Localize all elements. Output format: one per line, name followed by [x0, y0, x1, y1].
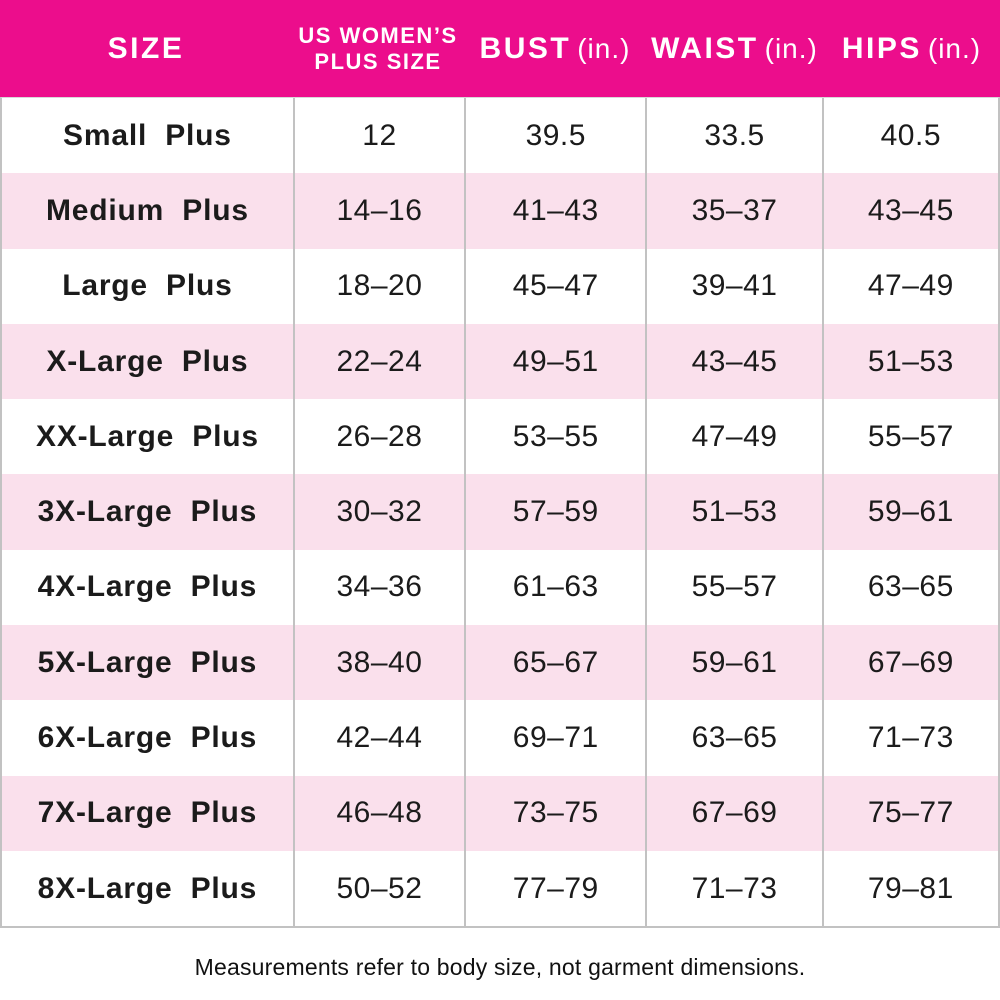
size-cell: 5X-Large Plus — [37, 645, 258, 679]
hips-header-label: HIPS — [841, 31, 922, 65]
table-row: X-Large Plus 22–24 49–51 43–45 51–53 — [2, 323, 998, 400]
bust-header-label: BUST — [479, 31, 572, 65]
plus-size-cell: 22–24 — [292, 323, 464, 400]
size-cell: Small Plus — [63, 118, 232, 152]
size-cell: 8X-Large Plus — [37, 871, 258, 905]
hips-cell: 67–69 — [821, 625, 998, 701]
size-header-label: SIZE — [107, 31, 185, 65]
hips-cell: 79–81 — [821, 850, 998, 927]
bust-cell: 41–43 — [464, 173, 645, 249]
column-header-hips: HIPS (in.) — [823, 33, 1000, 65]
waist-cell: 43–45 — [645, 323, 821, 400]
plus-size-cell: 12 — [292, 98, 464, 174]
plus-size-cell: 26–28 — [292, 399, 464, 475]
bust-cell: 61–63 — [464, 549, 645, 626]
waist-cell: 39–41 — [645, 248, 821, 324]
bust-cell: 53–55 — [464, 399, 645, 475]
size-cell: 7X-Large Plus — [37, 796, 258, 830]
table-row: 6X-Large Plus 42–44 69–71 63–65 71–73 — [2, 700, 998, 776]
plus-size-cell: 18–20 — [292, 248, 464, 324]
hips-cell: 59–61 — [821, 474, 998, 550]
bust-cell: 49–51 — [464, 323, 645, 400]
size-cell: 4X-Large Plus — [37, 570, 258, 604]
bust-header-unit: (in.) — [577, 32, 631, 64]
column-header-plus-size: US WOMEN’S PLUS SIZE — [292, 23, 464, 75]
plus-size-cell: 46–48 — [292, 775, 464, 851]
waist-cell: 51–53 — [645, 474, 821, 550]
plus-size-cell: 50–52 — [292, 850, 464, 927]
table-header-row: SIZE US WOMEN’S PLUS SIZE BUST (in.) WAIS… — [0, 0, 1000, 97]
hips-cell: 51–53 — [821, 323, 998, 400]
bust-cell: 39.5 — [464, 98, 645, 174]
bust-cell: 73–75 — [464, 775, 645, 851]
plus-size-header-line1: US WOMEN’S — [298, 22, 458, 48]
column-header-size: SIZE — [0, 33, 292, 65]
footer-note: Measurements refer to body size, not gar… — [194, 954, 806, 981]
hips-cell: 40.5 — [821, 98, 998, 174]
plus-size-header-line2: PLUS SIZE — [314, 48, 442, 74]
waist-cell: 47–49 — [645, 399, 821, 475]
waist-header-unit: (in.) — [764, 32, 818, 64]
size-cell: Large Plus — [62, 269, 233, 303]
table-row: 8X-Large Plus 50–52 77–79 71–73 79–81 — [2, 850, 998, 927]
waist-cell: 35–37 — [645, 173, 821, 249]
table-row: 4X-Large Plus 34–36 61–63 55–57 63–65 — [2, 549, 998, 626]
table-row: 7X-Large Plus 46–48 73–75 67–69 75–77 — [2, 775, 998, 851]
table-row: XX-Large Plus 26–28 53–55 47–49 55–57 — [2, 399, 998, 475]
size-cell: Medium Plus — [46, 193, 249, 227]
table-row: 5X-Large Plus 38–40 65–67 59–61 67–69 — [2, 625, 998, 701]
column-header-waist: WAIST (in.) — [646, 33, 823, 65]
hips-cell: 47–49 — [821, 248, 998, 324]
hips-cell: 43–45 — [821, 173, 998, 249]
bust-cell: 57–59 — [464, 474, 645, 550]
plus-size-cell: 38–40 — [292, 625, 464, 701]
hips-cell: 71–73 — [821, 700, 998, 776]
size-cell: XX-Large Plus — [36, 419, 259, 453]
column-header-bust: BUST (in.) — [464, 33, 646, 65]
waist-cell: 63–65 — [645, 700, 821, 776]
bust-cell: 45–47 — [464, 248, 645, 324]
size-cell: 3X-Large Plus — [37, 495, 258, 529]
hips-cell: 55–57 — [821, 399, 998, 475]
size-chart-table: SIZE US WOMEN’S PLUS SIZE BUST (in.) WAIS… — [0, 0, 1000, 929]
plus-size-cell: 30–32 — [292, 474, 464, 550]
waist-cell: 59–61 — [645, 625, 821, 701]
table-row: Small Plus 12 39.5 33.5 40.5 — [2, 98, 998, 174]
waist-cell: 55–57 — [645, 549, 821, 626]
table-row: Large Plus 18–20 45–47 39–41 47–49 — [2, 248, 998, 324]
bust-cell: 65–67 — [464, 625, 645, 701]
size-cell: X-Large Plus — [46, 344, 249, 378]
size-cell: 6X-Large Plus — [37, 721, 258, 755]
waist-cell: 33.5 — [645, 98, 821, 174]
hips-cell: 63–65 — [821, 549, 998, 626]
table-row: 3X-Large Plus 30–32 57–59 51–53 59–61 — [2, 474, 998, 550]
table-body: Small Plus 12 39.5 33.5 40.5 Medium Plus… — [0, 97, 1000, 929]
bust-cell: 69–71 — [464, 700, 645, 776]
bust-cell: 77–79 — [464, 850, 645, 927]
plus-size-cell: 34–36 — [292, 549, 464, 626]
plus-size-cell: 42–44 — [292, 700, 464, 776]
hips-cell: 75–77 — [821, 775, 998, 851]
waist-cell: 67–69 — [645, 775, 821, 851]
waist-cell: 71–73 — [645, 850, 821, 927]
hips-header-unit: (in.) — [927, 32, 982, 64]
table-row: Medium Plus 14–16 41–43 35–37 43–45 — [2, 173, 998, 249]
plus-size-cell: 14–16 — [292, 173, 464, 249]
waist-header-label: WAIST — [651, 31, 759, 65]
